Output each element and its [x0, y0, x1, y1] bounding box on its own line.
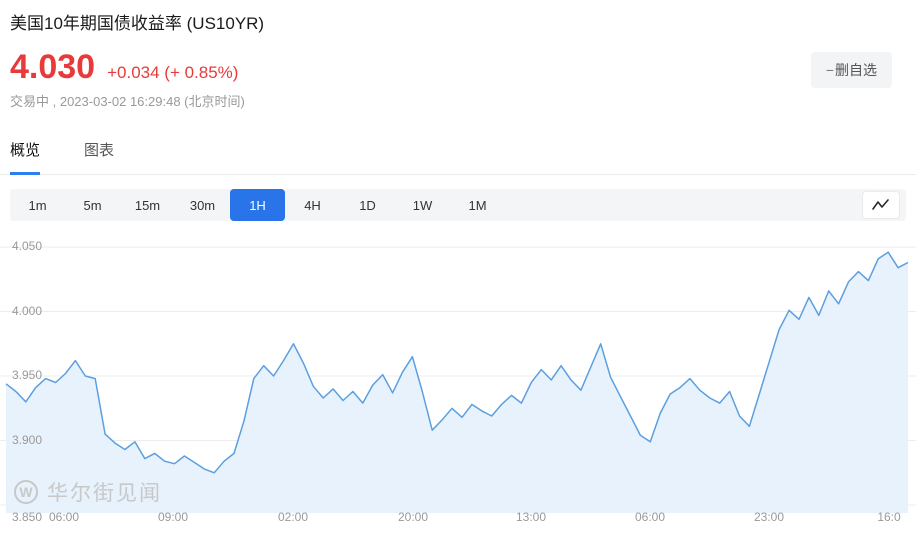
range-4h[interactable]: 4H — [285, 189, 340, 221]
tab-overview[interactable]: 概览 — [10, 139, 41, 175]
price-row: 4.030 +0.034 (+ 0.85%) — [10, 50, 900, 84]
range-1h[interactable]: 1H — [230, 189, 285, 221]
area-fill — [6, 252, 908, 513]
remove-watchlist-button[interactable]: − 删自选 — [810, 52, 892, 88]
range-15m[interactable]: 15m — [120, 189, 175, 221]
instrument-title: 美国10年期国债收益率 (US10YR) — [10, 14, 265, 33]
remove-watchlist-label: 删自选 — [835, 62, 877, 78]
trading-status: 交易中 , 2023-03-02 16:29:48 (北京时间) — [10, 94, 245, 109]
range-30m[interactable]: 30m — [175, 189, 230, 221]
range-1m-month[interactable]: 1M — [450, 189, 505, 221]
price-chart[interactable]: 4.050 4.000 3.950 3.900 3.850 06:00 09:00 02:0… — [0, 237, 916, 537]
range-1d[interactable]: 1D — [340, 189, 395, 221]
view-tabs: 概览 图表 — [0, 139, 916, 175]
range-5m[interactable]: 5m — [65, 189, 120, 221]
area-chart-canvas — [0, 237, 916, 513]
quote-header: 美国10年期国债收益率 (US10YR) 4.030 +0.034 (+ 0.8… — [0, 0, 916, 109]
range-1m[interactable]: 1m — [10, 189, 65, 221]
last-price: 4.030 — [10, 48, 96, 86]
timeframe-bar: 1m 5m 15m 30m 1H 4H 1D 1W 1M — [10, 189, 906, 221]
range-1w[interactable]: 1W — [395, 189, 450, 221]
tab-chart[interactable]: 图表 — [84, 142, 115, 159]
line-chart-icon — [872, 199, 889, 210]
chart-style-button[interactable] — [862, 191, 900, 219]
price-change: +0.034 (+ 0.85%) — [107, 63, 239, 82]
price-line — [5, 251, 909, 474]
minus-icon: − — [825, 62, 834, 78]
